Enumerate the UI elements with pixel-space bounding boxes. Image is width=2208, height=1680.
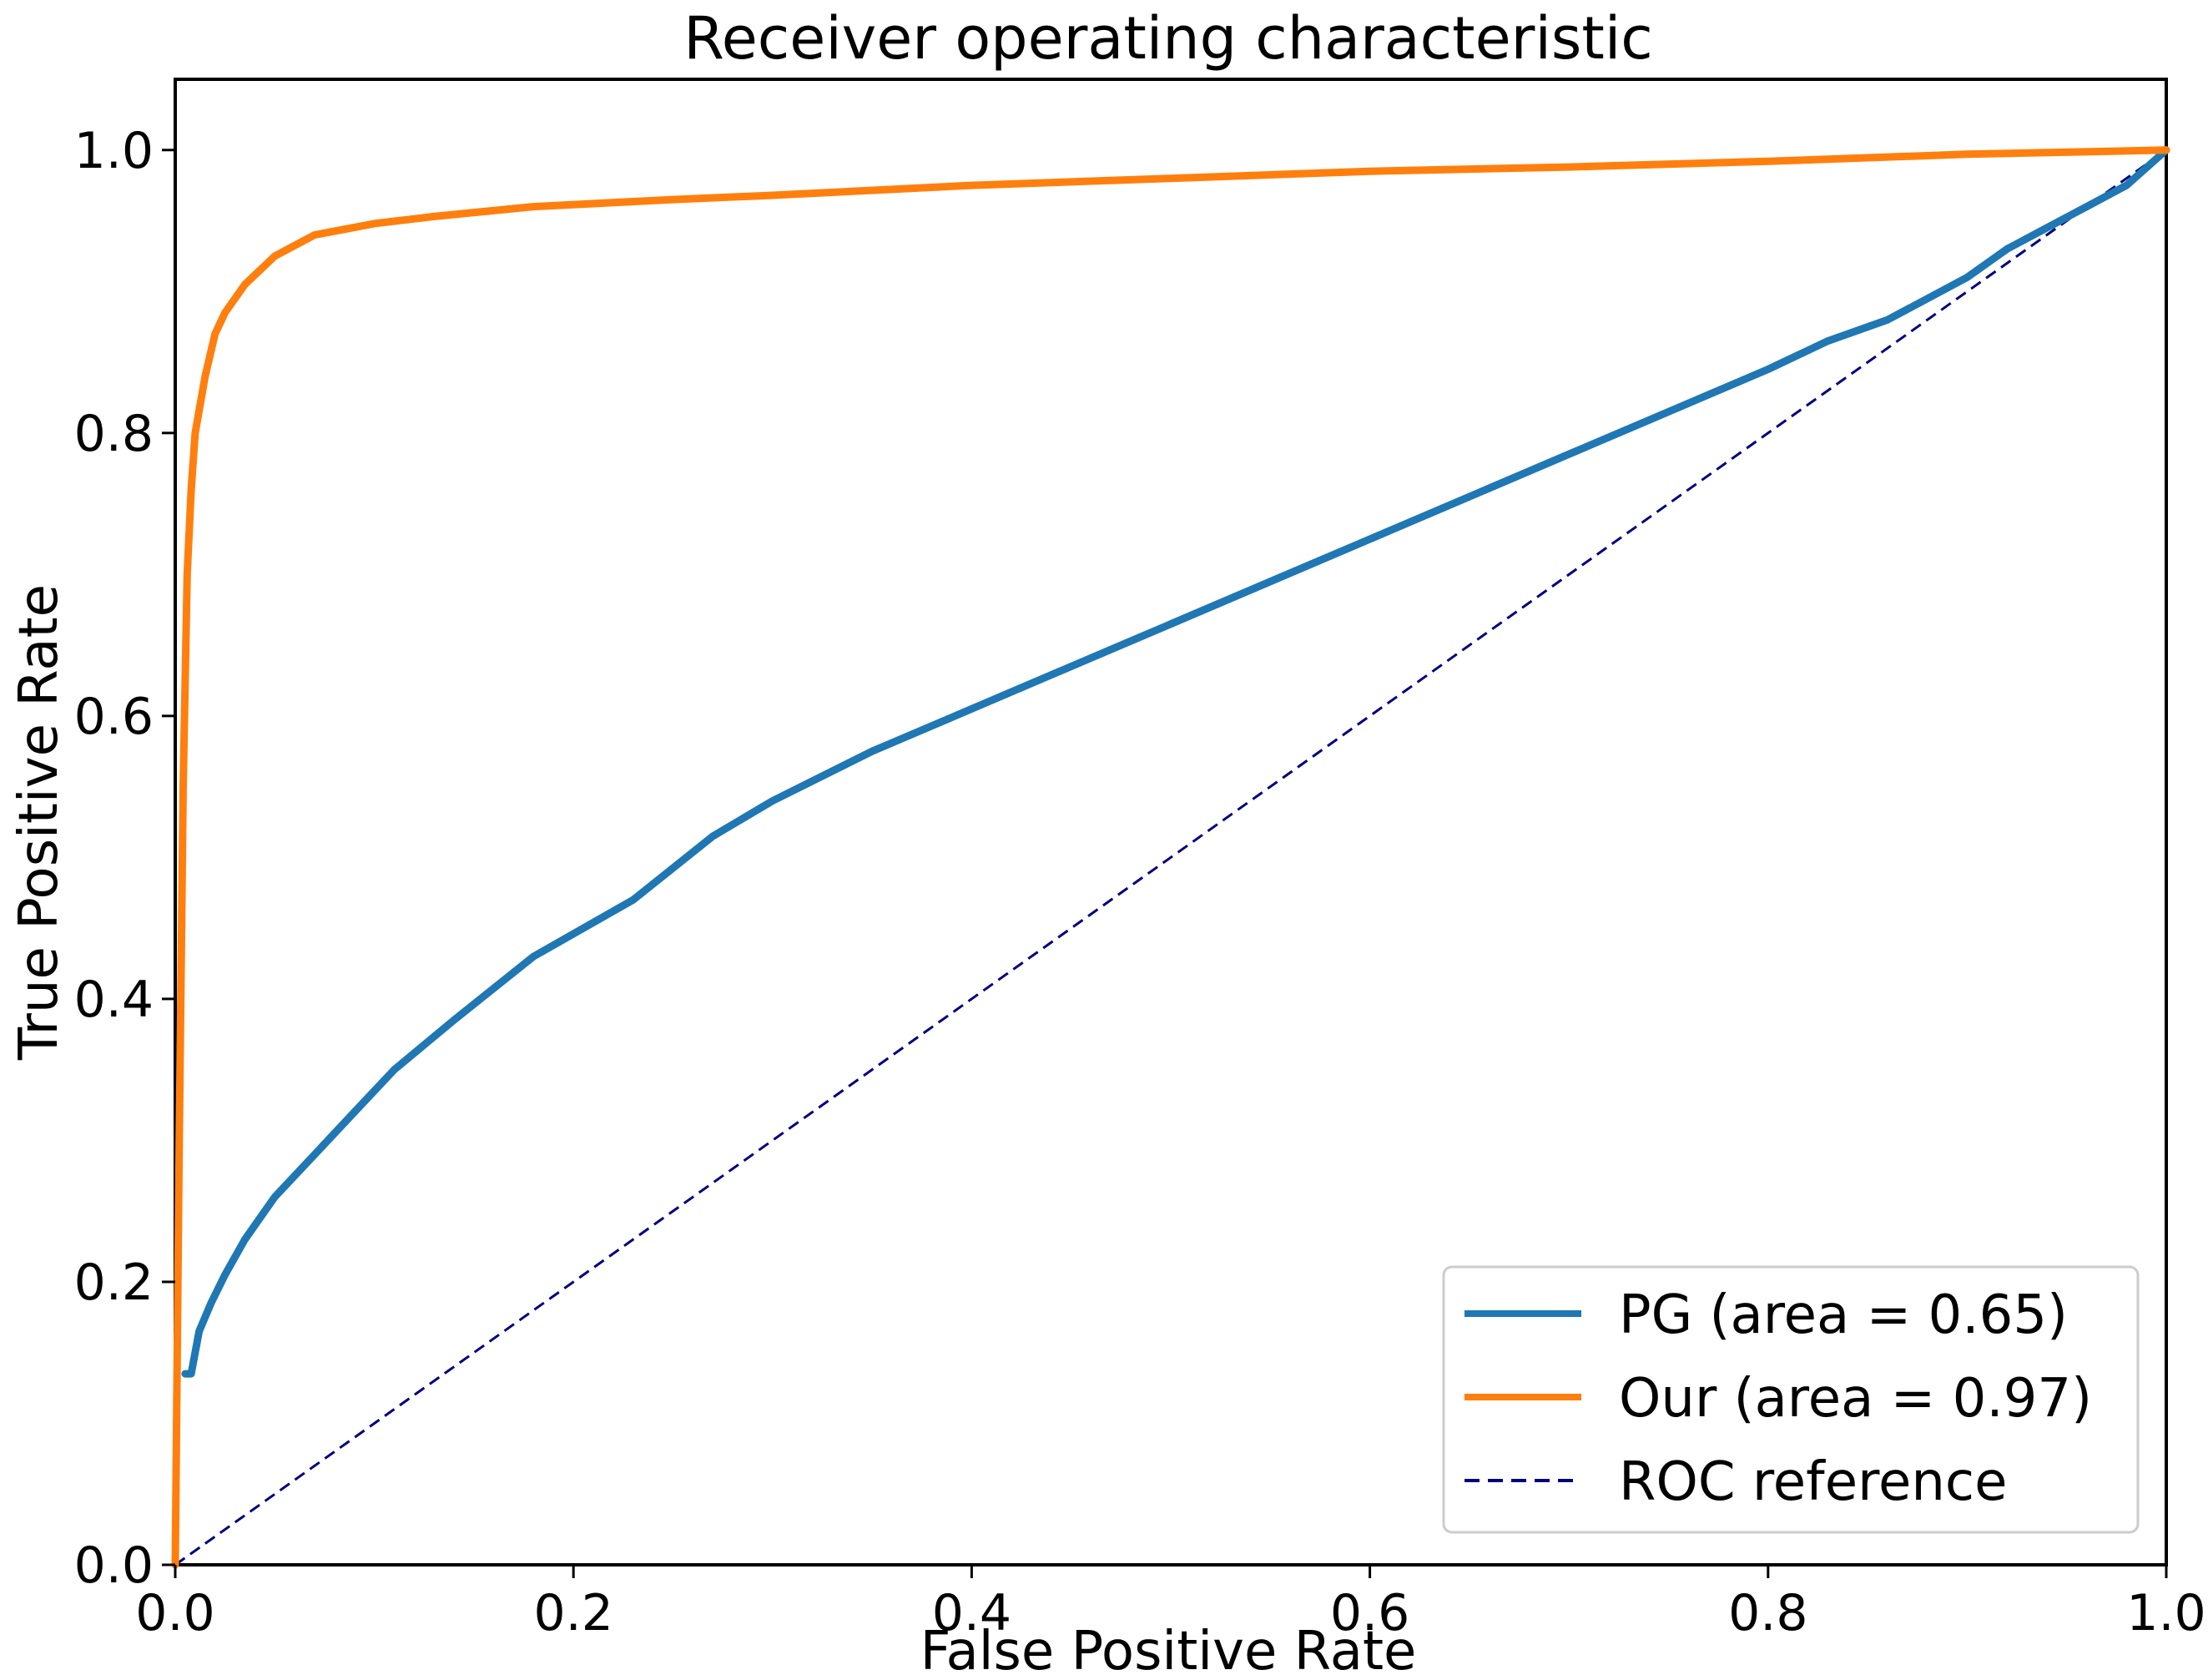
roc-reference-line (174, 149, 2167, 1566)
x-axis-ticks: 0.0 0.2 0.4 0.6 0.8 1.0 (135, 1565, 2206, 1642)
pg-series-line (181, 146, 2170, 1378)
x-tick-label: 0.6 (1330, 1584, 1409, 1642)
legend: PG (area = 0.65) Our (area = 0.97) ROC r… (1442, 1265, 2140, 1534)
y-tick-label: 0.6 (74, 688, 154, 746)
legend-label-pg: PG (area = 0.65) (1619, 1284, 2068, 1346)
plot-frame (174, 78, 2168, 1566)
series-layer (171, 146, 2170, 1569)
x-tick-label: 0.2 (533, 1584, 612, 1642)
y-axis-ticks: 0.0 0.2 0.4 0.6 0.8 1.0 (74, 122, 175, 1595)
x-axis-label: False Positive Rate (920, 1621, 1417, 1680)
legend-label-roc-reference: ROC reference (1619, 1451, 2007, 1513)
plot-area: 0.0 0.2 0.4 0.6 0.8 1.0 0.0 0.2 0.4 0.6 0.8 1.0 (74, 78, 2206, 1642)
x-tick-label: 1.0 (2126, 1584, 2205, 1642)
legend-box (1442, 1265, 2140, 1534)
y-tick-label: 0.8 (74, 405, 154, 463)
y-tick-label: 0.4 (74, 971, 154, 1029)
our-series-line (171, 146, 2170, 1569)
x-tick-label: 0.0 (135, 1584, 214, 1642)
x-tick-label: 0.4 (932, 1584, 1011, 1642)
y-tick-label: 0.0 (74, 1536, 154, 1595)
y-tick-label: 1.0 (74, 122, 154, 180)
chart-title: Receiver operating characteristic (683, 4, 1653, 73)
x-tick-label: 0.8 (1728, 1584, 1807, 1642)
legend-label-our: Our (area = 0.97) (1619, 1368, 2092, 1430)
y-tick-label: 0.2 (74, 1254, 154, 1312)
y-axis-label: True Positive Rate (8, 584, 70, 1061)
